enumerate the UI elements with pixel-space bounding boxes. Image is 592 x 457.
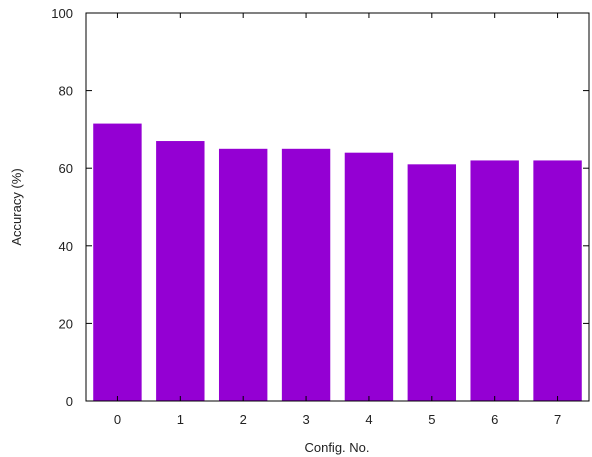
bar-config-0 [93, 123, 142, 401]
x-axis: 0 1 2 3 4 5 6 7 [114, 13, 561, 427]
x-tick-label: 5 [428, 412, 435, 427]
x-tick-label: 0 [114, 412, 121, 427]
x-tick-label: 6 [491, 412, 498, 427]
bar-config-6 [470, 160, 519, 401]
bar-config-3 [281, 148, 331, 401]
x-tick-label: 3 [302, 412, 309, 427]
y-axis-title: Accuracy (%) [9, 168, 24, 245]
bar-config-7 [533, 160, 582, 401]
x-tick-label: 1 [177, 412, 184, 427]
y-tick-label: 40 [59, 239, 73, 254]
x-tick-label: 4 [365, 412, 372, 427]
y-tick-label: 0 [66, 394, 73, 409]
y-axis: 0 20 40 60 80 100 [51, 6, 589, 409]
bar-config-4 [344, 152, 394, 401]
x-axis-title: Config. No. [304, 440, 369, 455]
bar-config-5 [407, 164, 457, 401]
bars-layer [93, 123, 582, 402]
y-tick-label: 80 [59, 84, 73, 99]
y-tick-label: 20 [59, 316, 73, 331]
bar-config-1 [156, 141, 205, 402]
y-tick-label: 60 [59, 161, 73, 176]
x-tick-label: 7 [554, 412, 561, 427]
x-tick-label: 2 [240, 412, 247, 427]
plot-border [85, 12, 590, 402]
bar-config-2 [218, 148, 268, 401]
y-tick-label: 100 [51, 6, 73, 21]
